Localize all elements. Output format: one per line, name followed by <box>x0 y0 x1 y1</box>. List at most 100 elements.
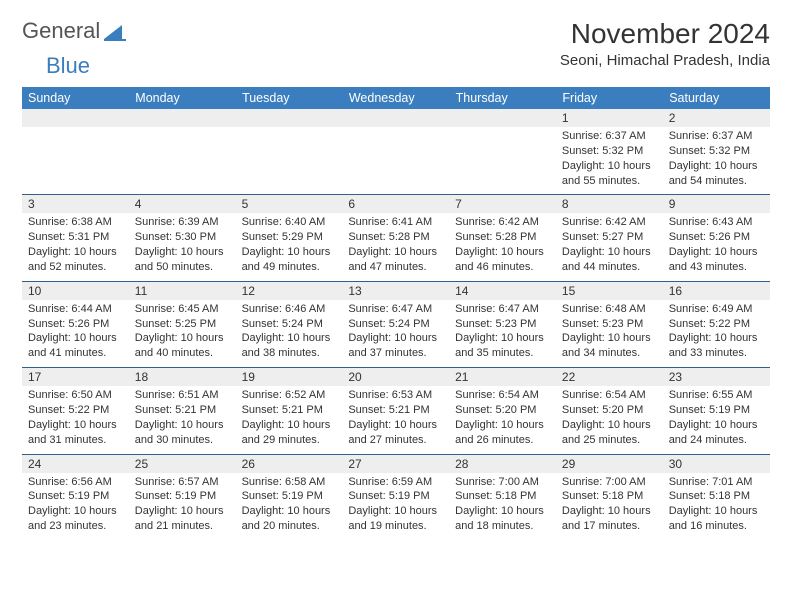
day-cell <box>236 109 343 195</box>
daylight-text: Daylight: 10 hours and 19 minutes. <box>348 504 443 534</box>
sunrise-text: Sunrise: 7:00 AM <box>455 475 550 490</box>
day-number: 14 <box>449 282 556 300</box>
day-details <box>129 127 236 189</box>
sunrise-text: Sunrise: 6:47 AM <box>348 302 443 317</box>
day-number: 2 <box>663 109 770 127</box>
day-number: 9 <box>663 195 770 213</box>
week-row: 24Sunrise: 6:56 AMSunset: 5:19 PMDayligh… <box>22 454 770 540</box>
day-cell: 13Sunrise: 6:47 AMSunset: 5:24 PMDayligh… <box>342 281 449 367</box>
day-cell: 15Sunrise: 6:48 AMSunset: 5:23 PMDayligh… <box>556 281 663 367</box>
daylight-text: Daylight: 10 hours and 25 minutes. <box>562 418 657 448</box>
day-number: 30 <box>663 455 770 473</box>
day-details: Sunrise: 6:37 AMSunset: 5:32 PMDaylight:… <box>556 127 663 194</box>
day-details: Sunrise: 6:58 AMSunset: 5:19 PMDaylight:… <box>236 473 343 540</box>
week-row: 17Sunrise: 6:50 AMSunset: 5:22 PMDayligh… <box>22 368 770 454</box>
week-row: 1Sunrise: 6:37 AMSunset: 5:32 PMDaylight… <box>22 109 770 195</box>
daylight-text: Daylight: 10 hours and 44 minutes. <box>562 245 657 275</box>
day-cell: 25Sunrise: 6:57 AMSunset: 5:19 PMDayligh… <box>129 454 236 540</box>
day-number: 21 <box>449 368 556 386</box>
day-details: Sunrise: 6:59 AMSunset: 5:19 PMDaylight:… <box>342 473 449 540</box>
sunrise-text: Sunrise: 6:37 AM <box>562 129 657 144</box>
day-cell: 21Sunrise: 6:54 AMSunset: 5:20 PMDayligh… <box>449 368 556 454</box>
sunrise-text: Sunrise: 6:38 AM <box>28 215 123 230</box>
day-number: 7 <box>449 195 556 213</box>
sunrise-text: Sunrise: 6:39 AM <box>135 215 230 230</box>
sunset-text: Sunset: 5:25 PM <box>135 317 230 332</box>
daylight-text: Daylight: 10 hours and 30 minutes. <box>135 418 230 448</box>
sunset-text: Sunset: 5:19 PM <box>348 489 443 504</box>
daylight-text: Daylight: 10 hours and 50 minutes. <box>135 245 230 275</box>
day-number: 23 <box>663 368 770 386</box>
day-number: 4 <box>129 195 236 213</box>
sunrise-text: Sunrise: 6:54 AM <box>455 388 550 403</box>
day-number: 28 <box>449 455 556 473</box>
day-number: 16 <box>663 282 770 300</box>
daylight-text: Daylight: 10 hours and 31 minutes. <box>28 418 123 448</box>
day-details: Sunrise: 6:47 AMSunset: 5:23 PMDaylight:… <box>449 300 556 367</box>
sunset-text: Sunset: 5:28 PM <box>455 230 550 245</box>
day-details: Sunrise: 6:47 AMSunset: 5:24 PMDaylight:… <box>342 300 449 367</box>
day-details: Sunrise: 6:45 AMSunset: 5:25 PMDaylight:… <box>129 300 236 367</box>
day-details: Sunrise: 7:00 AMSunset: 5:18 PMDaylight:… <box>556 473 663 540</box>
sunrise-text: Sunrise: 6:40 AM <box>242 215 337 230</box>
daylight-text: Daylight: 10 hours and 43 minutes. <box>669 245 764 275</box>
daylight-text: Daylight: 10 hours and 35 minutes. <box>455 331 550 361</box>
day-header: Wednesday <box>342 87 449 109</box>
sunset-text: Sunset: 5:32 PM <box>669 144 764 159</box>
day-header: Sunday <box>22 87 129 109</box>
day-cell: 8Sunrise: 6:42 AMSunset: 5:27 PMDaylight… <box>556 195 663 281</box>
sunrise-text: Sunrise: 6:48 AM <box>562 302 657 317</box>
daylight-text: Daylight: 10 hours and 52 minutes. <box>28 245 123 275</box>
day-header: Monday <box>129 87 236 109</box>
day-cell <box>449 109 556 195</box>
sunset-text: Sunset: 5:24 PM <box>242 317 337 332</box>
day-cell: 9Sunrise: 6:43 AMSunset: 5:26 PMDaylight… <box>663 195 770 281</box>
day-cell: 26Sunrise: 6:58 AMSunset: 5:19 PMDayligh… <box>236 454 343 540</box>
day-cell: 24Sunrise: 6:56 AMSunset: 5:19 PMDayligh… <box>22 454 129 540</box>
day-number <box>449 109 556 127</box>
sunset-text: Sunset: 5:31 PM <box>28 230 123 245</box>
day-details: Sunrise: 7:00 AMSunset: 5:18 PMDaylight:… <box>449 473 556 540</box>
daylight-text: Daylight: 10 hours and 24 minutes. <box>669 418 764 448</box>
sunrise-text: Sunrise: 6:47 AM <box>455 302 550 317</box>
sunrise-text: Sunrise: 6:56 AM <box>28 475 123 490</box>
daylight-text: Daylight: 10 hours and 41 minutes. <box>28 331 123 361</box>
sunrise-text: Sunrise: 6:55 AM <box>669 388 764 403</box>
day-details: Sunrise: 6:51 AMSunset: 5:21 PMDaylight:… <box>129 386 236 453</box>
day-details: Sunrise: 6:56 AMSunset: 5:19 PMDaylight:… <box>22 473 129 540</box>
day-details: Sunrise: 6:42 AMSunset: 5:28 PMDaylight:… <box>449 213 556 280</box>
day-details: Sunrise: 6:41 AMSunset: 5:28 PMDaylight:… <box>342 213 449 280</box>
daylight-text: Daylight: 10 hours and 34 minutes. <box>562 331 657 361</box>
day-number: 13 <box>342 282 449 300</box>
day-header: Tuesday <box>236 87 343 109</box>
logo: General <box>22 18 128 44</box>
daylight-text: Daylight: 10 hours and 21 minutes. <box>135 504 230 534</box>
daylight-text: Daylight: 10 hours and 46 minutes. <box>455 245 550 275</box>
sunrise-text: Sunrise: 6:46 AM <box>242 302 337 317</box>
day-cell: 2Sunrise: 6:37 AMSunset: 5:32 PMDaylight… <box>663 109 770 195</box>
day-number: 6 <box>342 195 449 213</box>
sunset-text: Sunset: 5:21 PM <box>348 403 443 418</box>
daylight-text: Daylight: 10 hours and 23 minutes. <box>28 504 123 534</box>
day-details <box>449 127 556 189</box>
sunset-text: Sunset: 5:21 PM <box>242 403 337 418</box>
sunrise-text: Sunrise: 6:41 AM <box>348 215 443 230</box>
calendar-body: 1Sunrise: 6:37 AMSunset: 5:32 PMDaylight… <box>22 109 770 540</box>
daylight-text: Daylight: 10 hours and 17 minutes. <box>562 504 657 534</box>
day-details: Sunrise: 6:43 AMSunset: 5:26 PMDaylight:… <box>663 213 770 280</box>
daylight-text: Daylight: 10 hours and 37 minutes. <box>348 331 443 361</box>
sunset-text: Sunset: 5:19 PM <box>242 489 337 504</box>
day-number: 1 <box>556 109 663 127</box>
sunrise-text: Sunrise: 6:45 AM <box>135 302 230 317</box>
day-details <box>22 127 129 189</box>
daylight-text: Daylight: 10 hours and 27 minutes. <box>348 418 443 448</box>
sunset-text: Sunset: 5:27 PM <box>562 230 657 245</box>
day-details: Sunrise: 6:52 AMSunset: 5:21 PMDaylight:… <box>236 386 343 453</box>
daylight-text: Daylight: 10 hours and 38 minutes. <box>242 331 337 361</box>
sunset-text: Sunset: 5:26 PM <box>669 230 764 245</box>
logo-part2-wrap: Blue <box>22 53 770 79</box>
sunrise-text: Sunrise: 6:59 AM <box>348 475 443 490</box>
calendar-header-row: SundayMondayTuesdayWednesdayThursdayFrid… <box>22 87 770 109</box>
sunset-text: Sunset: 5:26 PM <box>28 317 123 332</box>
daylight-text: Daylight: 10 hours and 16 minutes. <box>669 504 764 534</box>
